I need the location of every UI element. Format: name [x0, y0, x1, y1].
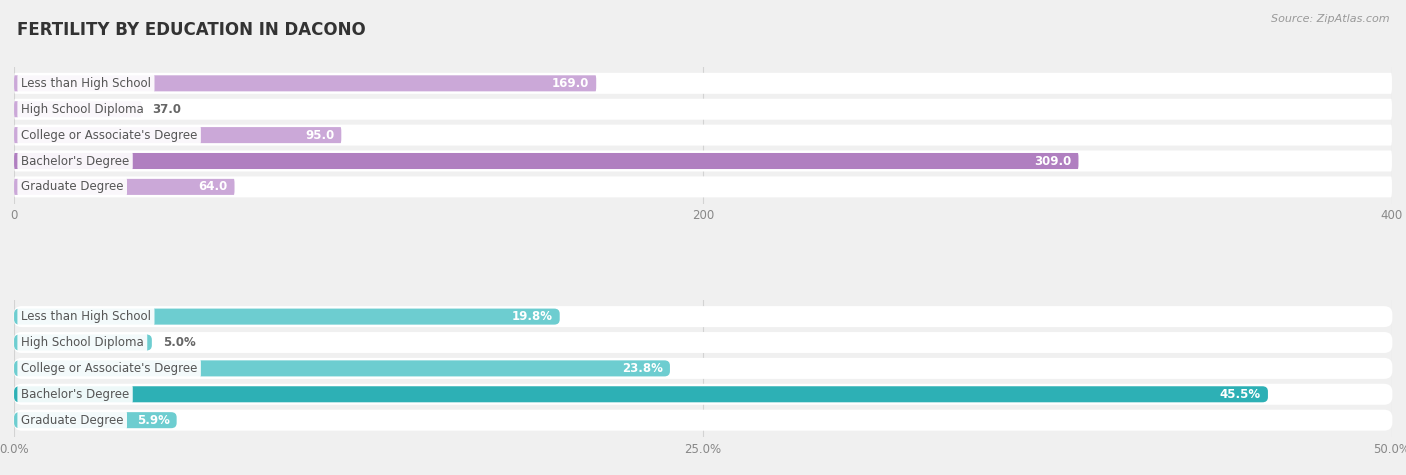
- FancyBboxPatch shape: [14, 153, 1078, 169]
- FancyBboxPatch shape: [14, 409, 1392, 431]
- FancyBboxPatch shape: [14, 412, 177, 428]
- Text: 64.0: 64.0: [198, 180, 228, 193]
- Text: Source: ZipAtlas.com: Source: ZipAtlas.com: [1271, 14, 1389, 24]
- FancyBboxPatch shape: [14, 176, 1392, 198]
- Text: 5.9%: 5.9%: [136, 414, 170, 427]
- Text: 309.0: 309.0: [1035, 154, 1071, 168]
- Text: Bachelor's Degree: Bachelor's Degree: [21, 388, 129, 401]
- Text: 19.8%: 19.8%: [512, 310, 553, 323]
- Text: High School Diploma: High School Diploma: [21, 103, 143, 116]
- FancyBboxPatch shape: [14, 358, 1392, 379]
- Text: FERTILITY BY EDUCATION IN DACONO: FERTILITY BY EDUCATION IN DACONO: [17, 21, 366, 39]
- FancyBboxPatch shape: [14, 306, 1392, 327]
- Text: High School Diploma: High School Diploma: [21, 336, 143, 349]
- FancyBboxPatch shape: [14, 332, 1392, 353]
- FancyBboxPatch shape: [14, 361, 669, 376]
- FancyBboxPatch shape: [14, 127, 342, 143]
- Text: Graduate Degree: Graduate Degree: [21, 414, 124, 427]
- FancyBboxPatch shape: [14, 76, 596, 91]
- FancyBboxPatch shape: [14, 386, 1268, 402]
- Text: 95.0: 95.0: [305, 129, 335, 142]
- FancyBboxPatch shape: [14, 384, 1392, 405]
- Text: 5.0%: 5.0%: [163, 336, 195, 349]
- Text: Less than High School: Less than High School: [21, 77, 150, 90]
- Text: 37.0: 37.0: [152, 103, 181, 116]
- Text: College or Associate's Degree: College or Associate's Degree: [21, 129, 197, 142]
- FancyBboxPatch shape: [14, 179, 235, 195]
- Text: 23.8%: 23.8%: [623, 362, 664, 375]
- FancyBboxPatch shape: [14, 101, 142, 117]
- FancyBboxPatch shape: [14, 309, 560, 324]
- FancyBboxPatch shape: [14, 334, 152, 351]
- FancyBboxPatch shape: [14, 99, 1392, 120]
- Text: 169.0: 169.0: [553, 77, 589, 90]
- Text: College or Associate's Degree: College or Associate's Degree: [21, 362, 197, 375]
- Text: Less than High School: Less than High School: [21, 310, 150, 323]
- Text: 45.5%: 45.5%: [1220, 388, 1261, 401]
- Text: Bachelor's Degree: Bachelor's Degree: [21, 154, 129, 168]
- Text: Graduate Degree: Graduate Degree: [21, 180, 124, 193]
- FancyBboxPatch shape: [14, 73, 1392, 94]
- FancyBboxPatch shape: [14, 124, 1392, 146]
- FancyBboxPatch shape: [14, 151, 1392, 171]
